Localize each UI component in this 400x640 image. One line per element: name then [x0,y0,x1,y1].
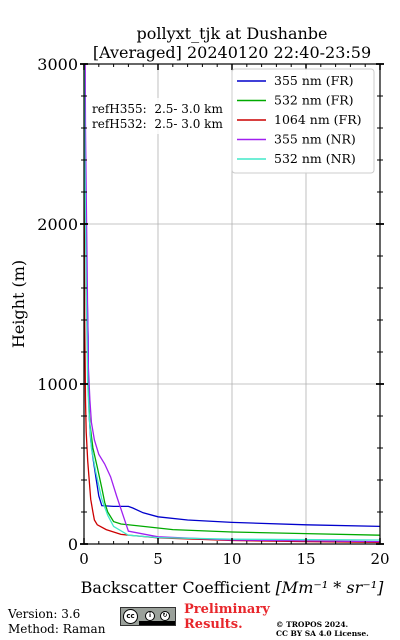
copyright-line1: © TROPOS 2024. [276,620,349,629]
x-tick-label: 20 [370,550,389,568]
y-tick-label: 2000 [37,215,78,234]
copyright-line2: CC BY SA 4.0 License. [276,629,369,638]
annotation-box [88,98,228,134]
copyright-note: © TROPOS 2024. CC BY SA 4.0 License. [276,620,369,638]
x-axis-label-units: [Mm⁻¹ * sr⁻¹] [276,578,385,597]
legend-label-0: 355 nm (FR) [274,73,354,88]
preliminary-line1: Preliminary [184,602,270,617]
share-alike-icon: ↻ [160,611,170,621]
x-tick-label: 0 [79,550,89,568]
preliminary-line2: Results. [184,617,243,632]
legend-label-4: 532 nm (NR) [274,151,356,166]
legend: 355 nm (FR) 532 nm (FR) 1064 nm (FR) 355 nm… [231,68,375,174]
axis-ticks: 0 5 10 15 20 0 1000 2000 3000 [37,55,389,568]
legend-label-3: 355 nm (NR) [274,132,356,147]
method-text: Method: Raman [8,622,106,636]
attribution-icon: i [145,611,155,621]
annotation-refH355: refH355: 2.5- 3.0 km [92,102,223,116]
preliminary-results-note: Preliminary Results. [184,602,270,632]
x-tick-label: 10 [222,550,241,568]
series-line-3 [84,63,381,543]
x-axis-label-text: Backscatter Coefficient [81,578,276,597]
x-tick-label: 15 [296,550,315,568]
cc-badge-strip [139,621,175,625]
version-text: Version: 3.6 [8,607,81,621]
y-tick-label: 3000 [37,55,78,74]
x-tick-label: 5 [153,550,163,568]
y-axis-label: Height (m) [9,260,28,348]
annotation-refH532: refH532: 2.5- 3.0 km [92,117,223,131]
footer-version-block: Version: 3.6 Method: Raman [8,607,105,637]
cc-license-badge: cc i ↻ [120,607,176,626]
y-tick-label: 0 [68,535,78,554]
reference-annotations: refH355: 2.5- 3.0 km refH532: 2.5- 3.0 k… [88,98,228,134]
series-line-4 [83,63,381,541]
x-axis-label: Backscatter Coefficient [Mm⁻¹ * sr⁻¹] [81,578,384,597]
chart-title-line2: [Averaged] 20240120 22:40-23:59 [93,43,371,62]
legend-label-2: 1064 nm (FR) [274,112,362,127]
legend-frame [231,68,375,174]
y-tick-label: 1000 [37,375,78,394]
chart-title-line1: pollyxt_tjk at Dushanbe [136,24,327,43]
plot-frame [83,63,381,545]
cc-icon: cc [123,609,138,624]
legend-label-1: 532 nm (FR) [274,93,354,108]
